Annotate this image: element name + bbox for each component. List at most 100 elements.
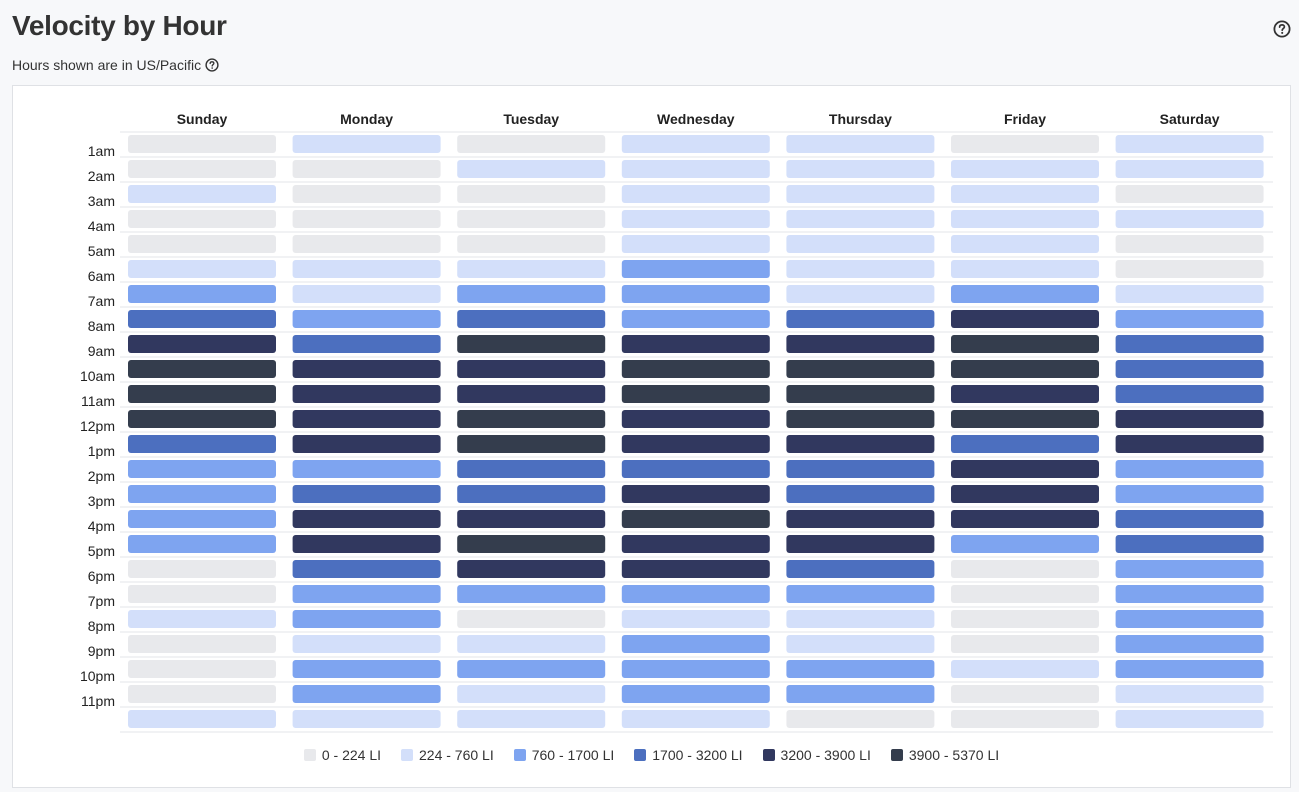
heat-cell [621, 210, 770, 228]
page-title: Velocity by Hour [12, 10, 227, 41]
heat-cell [128, 210, 276, 228]
heat-cell [292, 310, 441, 328]
timezone-note-text: Hours shown are in US/Pacific [12, 57, 202, 73]
row-label-6am: 6am [88, 268, 115, 284]
heat-cell [457, 210, 606, 228]
heat-cell [292, 535, 441, 553]
heat-cell [621, 185, 770, 203]
heat-cell [1115, 335, 1264, 353]
heat-cell [786, 235, 935, 253]
heat-cell [951, 485, 1099, 503]
legend-swatch [890, 749, 903, 761]
heat-cell [621, 560, 770, 578]
heat-cell [951, 560, 1099, 578]
row-label-2am: 2am [88, 168, 115, 184]
row-label-2pm: 2pm [88, 468, 115, 484]
heat-cell [128, 510, 276, 528]
heat-cell [128, 185, 276, 203]
heat-cell [457, 260, 606, 278]
heat-cell [951, 535, 1099, 553]
heat-cell [951, 185, 1099, 203]
heat-cell [128, 710, 276, 728]
row-label-1am: 1am [88, 143, 115, 159]
heat-cell [292, 585, 441, 603]
heat-cell [457, 185, 606, 203]
heat-cell [457, 385, 606, 403]
row-label-10am: 10am [80, 368, 115, 384]
heat-cell [621, 535, 770, 553]
heat-cell [1115, 210, 1264, 228]
heat-cell [621, 235, 770, 253]
heat-cell [292, 410, 441, 428]
heat-cell [786, 260, 935, 278]
heat-cell [786, 685, 935, 703]
heat-cell [292, 360, 441, 378]
legend-label: 224 - 760 LI [419, 747, 494, 763]
heat-cell [621, 435, 770, 453]
heat-cell [951, 360, 1099, 378]
heat-cell [1115, 310, 1264, 328]
row-label-10pm: 10pm [80, 668, 115, 684]
heat-cell [292, 135, 441, 153]
heat-cell [621, 610, 770, 628]
heat-cell [292, 235, 441, 253]
heat-cell [621, 285, 770, 303]
heat-cell [621, 360, 770, 378]
heat-cell [292, 435, 441, 453]
heat-cell [951, 660, 1099, 678]
heat-cell [621, 635, 770, 653]
heat-cell [128, 435, 276, 453]
heat-cell [786, 310, 935, 328]
heat-cell [1115, 560, 1264, 578]
heat-cell [1115, 485, 1264, 503]
heat-cell [292, 460, 441, 478]
heat-cell [786, 460, 935, 478]
heat-cell [1115, 435, 1264, 453]
heat-cell [786, 135, 935, 153]
heat-cell [457, 135, 606, 153]
timezone-help-icon[interactable] [205, 58, 219, 72]
legend-label: 0 - 224 LI [321, 747, 381, 763]
column-header-monday: Monday [340, 111, 393, 127]
heat-cell [292, 710, 441, 728]
heat-cell [128, 360, 276, 378]
heat-cell [1115, 510, 1264, 528]
heat-cell [292, 260, 441, 278]
heat-cell [951, 610, 1099, 628]
heat-cell [128, 310, 276, 328]
heat-cell [786, 610, 935, 628]
heat-cell [621, 585, 770, 603]
heat-cell [621, 485, 770, 503]
legend-swatch [401, 749, 413, 761]
heat-cell [128, 160, 276, 178]
question-circle-icon [205, 58, 219, 72]
help-icon[interactable] [1273, 20, 1291, 38]
heat-cell [951, 710, 1099, 728]
heat-cell [457, 710, 606, 728]
heat-cell [621, 310, 770, 328]
heat-cell [951, 260, 1099, 278]
legend-label: 1700 - 3200 LI [652, 747, 743, 763]
heat-cell [1115, 285, 1264, 303]
legend-swatch [303, 749, 316, 761]
heat-cell [1115, 610, 1264, 628]
heat-cell [1115, 385, 1264, 403]
question-circle-icon [1273, 20, 1291, 38]
heat-cell [292, 285, 441, 303]
legend-label: 760 - 1700 LI [531, 747, 615, 763]
heat-cell [292, 485, 441, 503]
heat-cell [128, 335, 276, 353]
heat-cell [951, 285, 1099, 303]
heat-cell [951, 635, 1099, 653]
row-label-3am: 3am [88, 193, 115, 209]
heat-cell [1115, 160, 1264, 178]
heat-cell [621, 710, 770, 728]
row-label-6pm: 6pm [88, 568, 115, 584]
legend-item: 3900 - 5370 LI [890, 747, 999, 763]
row-label-5am: 5am [88, 243, 115, 259]
heat-cell [621, 460, 770, 478]
heat-cell [457, 285, 606, 303]
heat-cell [621, 160, 770, 178]
row-label-1pm: 1pm [88, 443, 115, 459]
heat-cell [1115, 410, 1264, 428]
